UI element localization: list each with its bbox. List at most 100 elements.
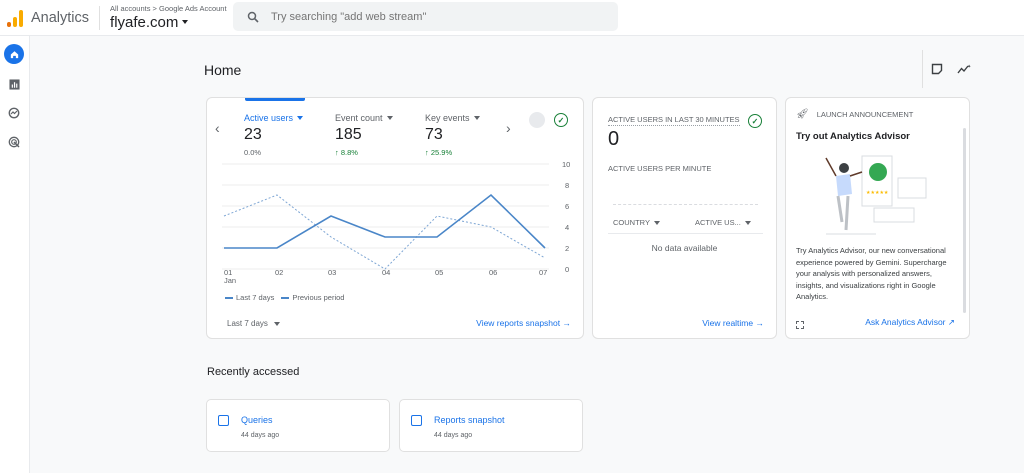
legend-previous: Previous period — [292, 293, 345, 302]
legend-current: Last 7 days — [236, 293, 275, 302]
column-label: COUNTRY — [613, 218, 650, 227]
svg-text:8: 8 — [565, 181, 569, 190]
svg-text:04: 04 — [382, 268, 390, 277]
column-label: ACTIVE US... — [695, 218, 741, 227]
metric-value: 185 — [335, 126, 362, 143]
insights-badge-icon[interactable] — [529, 112, 545, 128]
divider — [99, 5, 101, 30]
svg-text:★★★★★: ★★★★★ — [866, 190, 889, 196]
active-tab-indicator — [245, 98, 305, 101]
sidebar-item-home[interactable] — [4, 44, 24, 64]
search-icon — [247, 11, 259, 23]
svg-text:06: 06 — [489, 268, 497, 277]
svg-text:2: 2 — [565, 244, 569, 253]
metric-value: 73 — [425, 126, 443, 143]
breadcrumb: All accounts > Google Ads Account — [110, 4, 227, 14]
link-label: Ask Analytics Advisor — [865, 317, 946, 327]
recent-item-time: 44 days ago — [241, 432, 280, 439]
insights-icon[interactable]: ✦ — [957, 63, 971, 75]
chevron-left-icon[interactable]: ‹ — [215, 120, 220, 136]
chevron-down-icon — [473, 116, 480, 120]
explore-icon — [8, 107, 20, 119]
bar-chart-icon — [8, 78, 20, 90]
metric-value: 23 — [244, 126, 262, 143]
recent-item-reports-snapshot[interactable]: Reports snapshot 44 days ago — [399, 399, 583, 452]
report-icon — [218, 415, 229, 426]
announcement-title: Try out Analytics Advisor — [796, 131, 910, 142]
scrollbar[interactable] — [963, 128, 966, 313]
metric-change: 8.8% — [340, 148, 358, 157]
search-input[interactable] — [271, 10, 591, 23]
svg-text:Jan: Jan — [224, 276, 236, 285]
svg-text:10: 10 — [562, 160, 570, 169]
chevron-down-icon — [182, 20, 189, 25]
announcement-tag: LAUNCH ANNOUNCEMENT — [816, 110, 914, 119]
recent-item-queries[interactable]: Queries 44 days ago — [206, 399, 390, 452]
no-data-message: No data available — [651, 243, 718, 253]
country-column-header[interactable]: COUNTRY — [613, 218, 660, 227]
svg-text:0: 0 — [565, 265, 569, 274]
recent-item-name: Queries — [241, 415, 273, 425]
metric-label: Event count — [335, 113, 383, 123]
link-label: View realtime — [702, 318, 754, 328]
metric-event-count[interactable]: Event count 185 ↑ 8.8% — [335, 113, 393, 157]
arrow-up-icon: ↑ — [335, 148, 339, 157]
notes-icon[interactable] — [931, 63, 943, 75]
view-realtime-link[interactable]: View realtime → — [702, 318, 764, 328]
solid-line-icon — [225, 296, 233, 299]
chevron-down-icon — [744, 220, 751, 225]
property-name: flyafe.com — [110, 13, 179, 31]
svg-text:01: 01 — [224, 268, 232, 277]
svg-text:03: 03 — [328, 268, 336, 277]
metric-label: Active users — [244, 113, 294, 123]
metric-label: Key events — [425, 113, 470, 123]
search-bar[interactable] — [233, 2, 618, 31]
metric-key-events[interactable]: Key events 73 ↑ 25.9% — [425, 113, 480, 157]
ask-analytics-advisor-link[interactable]: Ask Analytics Advisor ↗ — [865, 317, 955, 328]
open-in-new-icon: ↗ — [947, 317, 955, 327]
chevron-right-icon[interactable]: › — [506, 120, 511, 136]
link-label: View reports snapshot — [476, 318, 561, 328]
svg-text:02: 02 — [275, 268, 283, 277]
svg-text:05: 05 — [435, 268, 443, 277]
chevron-down-icon — [386, 116, 393, 120]
realtime-title[interactable]: ACTIVE USERS IN LAST 30 MINUTES — [608, 115, 740, 126]
page-title: Home — [204, 62, 242, 78]
advertising-target-icon — [8, 136, 20, 148]
per-minute-label: ACTIVE USERS PER MINUTE — [608, 164, 712, 173]
metric-change: 0.0% — [244, 148, 262, 157]
svg-text:4: 4 — [565, 223, 569, 232]
active-users-column-header[interactable]: ACTIVE US... — [695, 218, 751, 227]
dashed-line-icon — [281, 296, 290, 299]
arrow-right-icon: → — [755, 318, 765, 328]
date-range-dropdown[interactable]: Last 7 days — [227, 319, 280, 328]
sidebar-item-advertising[interactable] — [4, 132, 24, 152]
recent-item-time: 44 days ago — [434, 432, 473, 439]
svg-text:✦: ✦ — [967, 64, 971, 70]
analytics-logo-icon[interactable] — [7, 9, 23, 27]
sidebar-item-reports[interactable] — [4, 74, 24, 94]
expand-icon[interactable] — [796, 321, 804, 329]
view-reports-snapshot-link[interactable]: View reports snapshot → — [476, 318, 571, 328]
arrow-up-icon: ↑ — [425, 148, 429, 157]
metric-active-users[interactable]: Active users 23 0.0% — [244, 113, 304, 157]
announcement-card: 🚀︎ LAUNCH ANNOUNCEMENT Try out Analytics… — [785, 97, 970, 339]
sidebar — [0, 36, 30, 473]
chevron-down-icon — [297, 116, 304, 120]
check-circle-icon: ✓ — [554, 113, 568, 127]
check-circle-icon: ✓ — [748, 114, 762, 128]
page-tools: ✦ — [922, 50, 971, 88]
arrow-right-icon: → — [562, 318, 572, 328]
realtime-card: ACTIVE USERS IN LAST 30 MINUTES ✓ 0 ACTI… — [592, 97, 777, 339]
chevron-down-icon — [653, 220, 660, 225]
svg-text:07: 07 — [539, 268, 547, 277]
overview-card: ‹ Active users 23 0.0% Event count 185 ↑… — [206, 97, 584, 339]
brand-name: Analytics — [31, 9, 90, 26]
sparkline-baseline — [613, 204, 758, 205]
recently-accessed-heading: Recently accessed — [207, 366, 300, 378]
sidebar-item-explore[interactable] — [4, 103, 24, 123]
advisor-illustration: ★★★★★ — [825, 155, 927, 235]
account-picker[interactable]: All accounts > Google Ads Account flyafe… — [110, 5, 227, 30]
svg-text:6: 6 — [565, 202, 569, 211]
